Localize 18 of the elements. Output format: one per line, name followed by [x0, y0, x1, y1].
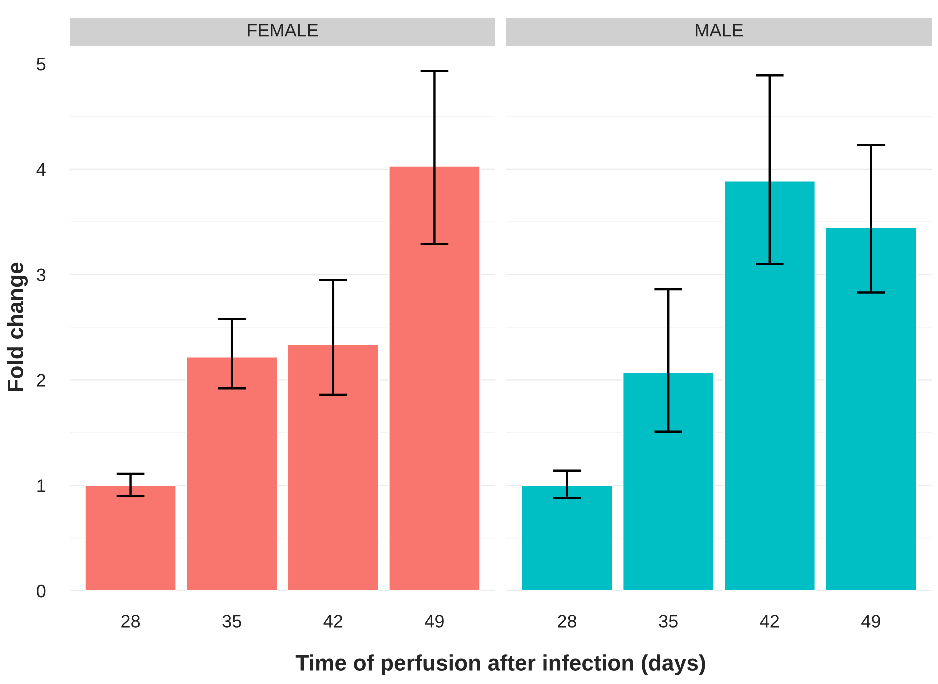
y-tick-label: 5	[37, 58, 46, 71]
x-tick-label: 42	[760, 615, 780, 628]
y-axis-title: Fold change	[7, 262, 28, 392]
chart-title: MALE	[696, 24, 744, 37]
x-axis-title: Time of perfusion after infection (days)	[296, 654, 706, 676]
y-tick-label: 2	[37, 374, 46, 387]
x-tick-label: 28	[558, 615, 577, 628]
x-tick-label: 49	[425, 615, 444, 628]
chart-title: FEMALE	[248, 24, 318, 37]
y-tick-label: 0	[37, 584, 46, 598]
x-tick-label: 42	[324, 615, 343, 628]
x-tick-label: 35	[659, 615, 678, 628]
y-tick-label: 4	[36, 164, 46, 176]
x-tick-label: 28	[122, 615, 140, 628]
y-tick-label: 3	[37, 268, 46, 282]
x-tick-label: 35	[222, 615, 242, 628]
x-tick-label: 49	[862, 615, 880, 628]
y-tick-label: 1	[38, 480, 46, 492]
